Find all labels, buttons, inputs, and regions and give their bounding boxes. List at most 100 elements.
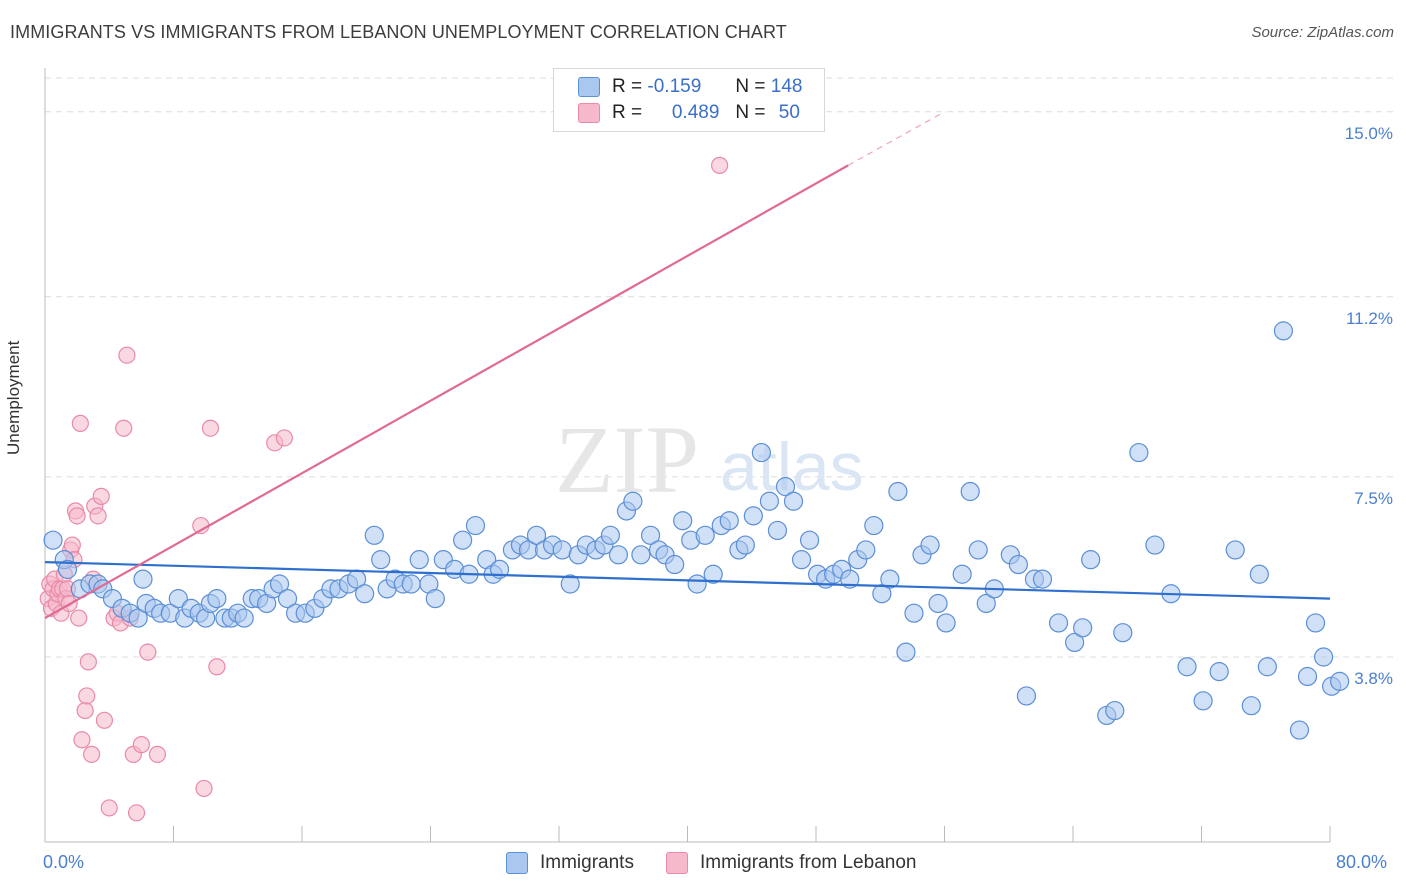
correlation-legend: R = -0.159 N = 148 R = 0.489 N = 50 xyxy=(553,68,825,132)
immigrants-point xyxy=(57,559,78,579)
immigrants-point xyxy=(1330,671,1350,691)
immigrants-point xyxy=(526,525,547,545)
immigrants-point xyxy=(1065,632,1085,653)
immigrants-point xyxy=(1032,569,1053,589)
immigrants-point xyxy=(1289,720,1310,740)
immigrants-point xyxy=(1016,686,1037,706)
immigrants-point xyxy=(465,515,486,536)
immigrants-point xyxy=(401,574,421,594)
immigrants-point xyxy=(1297,666,1318,687)
immigrants-point xyxy=(1193,691,1213,711)
immigrants-point xyxy=(880,569,900,589)
series-legend-immigrants: Immigrants xyxy=(540,852,634,873)
immigrants-point xyxy=(743,506,763,526)
immigrants-points xyxy=(43,321,1350,740)
immigrants-point xyxy=(936,613,956,633)
immigrants-point xyxy=(719,511,739,531)
legend-n-label: N = xyxy=(735,102,766,123)
legend-row-immigrants: R = -0.159 N = 148 xyxy=(578,75,802,99)
axes xyxy=(44,68,1331,843)
immigrants-point xyxy=(687,574,707,594)
immigrants-point xyxy=(976,593,996,614)
immigrants-point xyxy=(631,545,651,565)
immigrants-point xyxy=(1241,696,1261,716)
lebanon-point xyxy=(68,507,86,525)
y-tick-labels: 3.8% 7.5% 11.2% 15.0% xyxy=(1345,124,1393,688)
lebanon-point xyxy=(76,701,94,720)
immigrants-point xyxy=(560,574,580,594)
lebanon-trend-line xyxy=(44,164,849,620)
immigrants-point xyxy=(904,603,924,623)
lebanon-point xyxy=(71,414,89,432)
immigrants-point xyxy=(1113,623,1133,643)
watermark: ZIP atlas xyxy=(555,406,864,513)
immigrants-point xyxy=(1305,613,1326,633)
lebanon-point xyxy=(92,487,110,505)
immigrants-point xyxy=(840,569,860,589)
lebanon-point xyxy=(711,156,729,174)
immigrants-point xyxy=(1249,564,1269,584)
lebanon-point xyxy=(78,687,96,705)
immigrants-point xyxy=(1209,662,1229,682)
series-legend: Immigrants Immigrants from Lebanon xyxy=(506,852,916,874)
immigrants-point xyxy=(1048,613,1069,633)
immigrants-point xyxy=(799,530,820,550)
immigrants-point xyxy=(1105,700,1125,721)
legend-r-value: -0.159 xyxy=(647,76,702,97)
immigrants-point xyxy=(673,511,693,531)
chart-title: IMMIGRANTS VS IMMIGRANTS FROM LEBANON UN… xyxy=(10,22,787,42)
immigrants-point xyxy=(1073,618,1093,638)
immigrants-point xyxy=(640,525,661,545)
immigrants-point xyxy=(775,477,796,497)
series-legend-swatch-blue xyxy=(506,852,528,874)
immigrants-point xyxy=(133,569,153,589)
x-axis-max-label: 80.0% xyxy=(1336,852,1388,872)
y-tick-label: 15.0% xyxy=(1345,124,1393,143)
immigrants-point xyxy=(207,589,227,609)
immigrants-point xyxy=(1145,535,1165,555)
immigrants-point xyxy=(364,525,384,545)
immigrants-point xyxy=(453,530,473,550)
lebanon-point xyxy=(148,745,167,763)
immigrants-point xyxy=(767,520,788,541)
legend-row-lebanon: R = 0.489 N = 50 xyxy=(578,101,800,125)
immigrants-point xyxy=(234,608,254,628)
immigrants-point xyxy=(1129,442,1149,463)
immigrants-point xyxy=(1177,657,1197,677)
immigrants-point xyxy=(791,550,812,570)
immigrants-point xyxy=(1257,657,1277,677)
lebanon-trend-extension xyxy=(847,111,945,166)
immigrants-point xyxy=(920,535,940,555)
immigrants-point xyxy=(665,554,685,575)
lebanon-point xyxy=(79,653,97,671)
y-tick-label: 3.8% xyxy=(1354,669,1393,688)
immigrants-point xyxy=(128,608,148,628)
immigrants-point xyxy=(277,589,298,609)
immigrants-point xyxy=(695,525,715,545)
legend-r-label: R = xyxy=(612,102,643,123)
legend-r-label: R = xyxy=(612,76,643,97)
immigrants-point xyxy=(608,545,629,565)
immigrants-point xyxy=(1081,550,1101,570)
immigrants-point xyxy=(703,564,723,584)
immigrants-point xyxy=(783,491,804,511)
lebanon-point xyxy=(139,643,157,661)
immigrants-point xyxy=(888,481,908,502)
lebanon-point xyxy=(70,609,88,627)
immigrants-point xyxy=(735,535,755,555)
x-axis-min-label: 0.0% xyxy=(43,852,85,872)
legend-swatch-blue xyxy=(578,77,600,97)
lebanon-point xyxy=(275,429,293,447)
immigrants-point xyxy=(952,564,972,584)
lebanon-point xyxy=(208,658,226,676)
legend-r-value: 0.489 xyxy=(671,102,720,123)
immigrants-point xyxy=(968,540,988,560)
immigrants-point xyxy=(960,481,980,502)
immigrants-point xyxy=(1008,554,1028,575)
lebanon-point xyxy=(132,736,150,754)
immigrants-point xyxy=(552,540,572,560)
immigrants-point xyxy=(1225,540,1245,560)
y-tick-label: 7.5% xyxy=(1354,489,1393,508)
immigrants-point xyxy=(425,589,445,609)
